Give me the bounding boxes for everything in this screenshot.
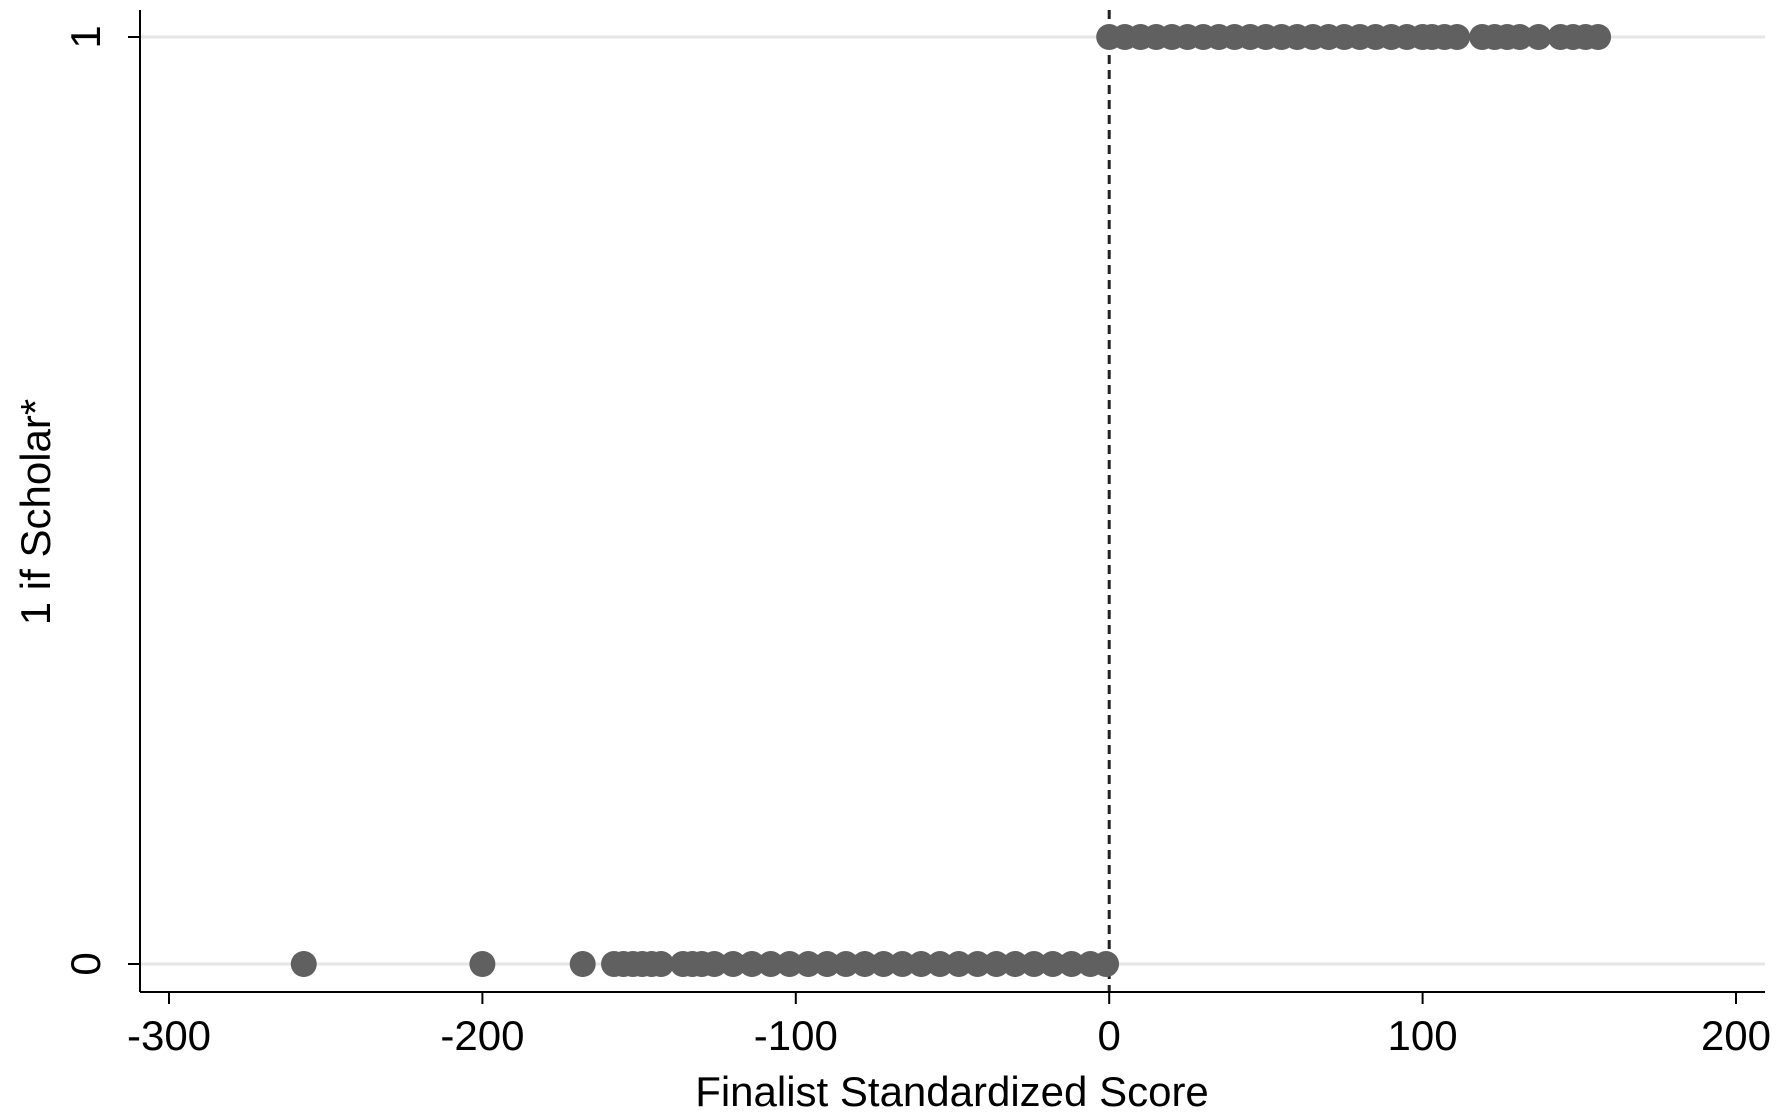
data-point xyxy=(1444,24,1471,50)
data-point xyxy=(814,951,841,977)
data-point xyxy=(1093,951,1120,977)
data-point xyxy=(701,951,728,977)
data-point xyxy=(983,951,1010,977)
data-point xyxy=(851,951,878,977)
data-point xyxy=(1002,951,1029,977)
x-tick-label: -300 xyxy=(127,1012,211,1059)
data-point xyxy=(1039,951,1066,977)
data-point xyxy=(1585,24,1612,50)
y-tick-label: 1 xyxy=(62,25,109,48)
data-point xyxy=(832,951,859,977)
x-tick-label: -100 xyxy=(754,1012,838,1059)
gridlines xyxy=(140,35,1765,966)
data-point xyxy=(1058,951,1085,977)
data-point xyxy=(290,951,317,977)
data-point xyxy=(648,951,675,977)
data-point xyxy=(964,951,991,977)
data-point xyxy=(757,951,784,977)
x-tick-label: 200 xyxy=(1701,1012,1771,1059)
y-tick-label: 0 xyxy=(62,952,109,975)
data-point xyxy=(926,951,953,977)
data-point xyxy=(469,951,496,977)
data-points xyxy=(290,24,1612,977)
data-point xyxy=(1020,951,1047,977)
y-axis-ticks: 01 xyxy=(62,25,140,976)
y-axis-title: 1 if Scholar* xyxy=(12,399,59,625)
data-point xyxy=(908,951,935,977)
data-point xyxy=(870,951,897,977)
data-point xyxy=(776,951,803,977)
data-point xyxy=(889,951,916,977)
data-point xyxy=(1525,24,1552,50)
data-point xyxy=(795,951,822,977)
data-point xyxy=(738,951,765,977)
x-tick-label: 0 xyxy=(1098,1012,1121,1059)
data-point xyxy=(569,951,596,977)
x-tick-label: -200 xyxy=(440,1012,524,1059)
data-point xyxy=(945,951,972,977)
x-tick-label: 100 xyxy=(1388,1012,1458,1059)
x-axis-ticks: -300 -200 -100 0 100 200 xyxy=(127,992,1771,1059)
data-point xyxy=(1506,24,1533,50)
data-point xyxy=(720,951,747,977)
x-axis-title: Finalist Standardized Score xyxy=(695,1068,1209,1113)
